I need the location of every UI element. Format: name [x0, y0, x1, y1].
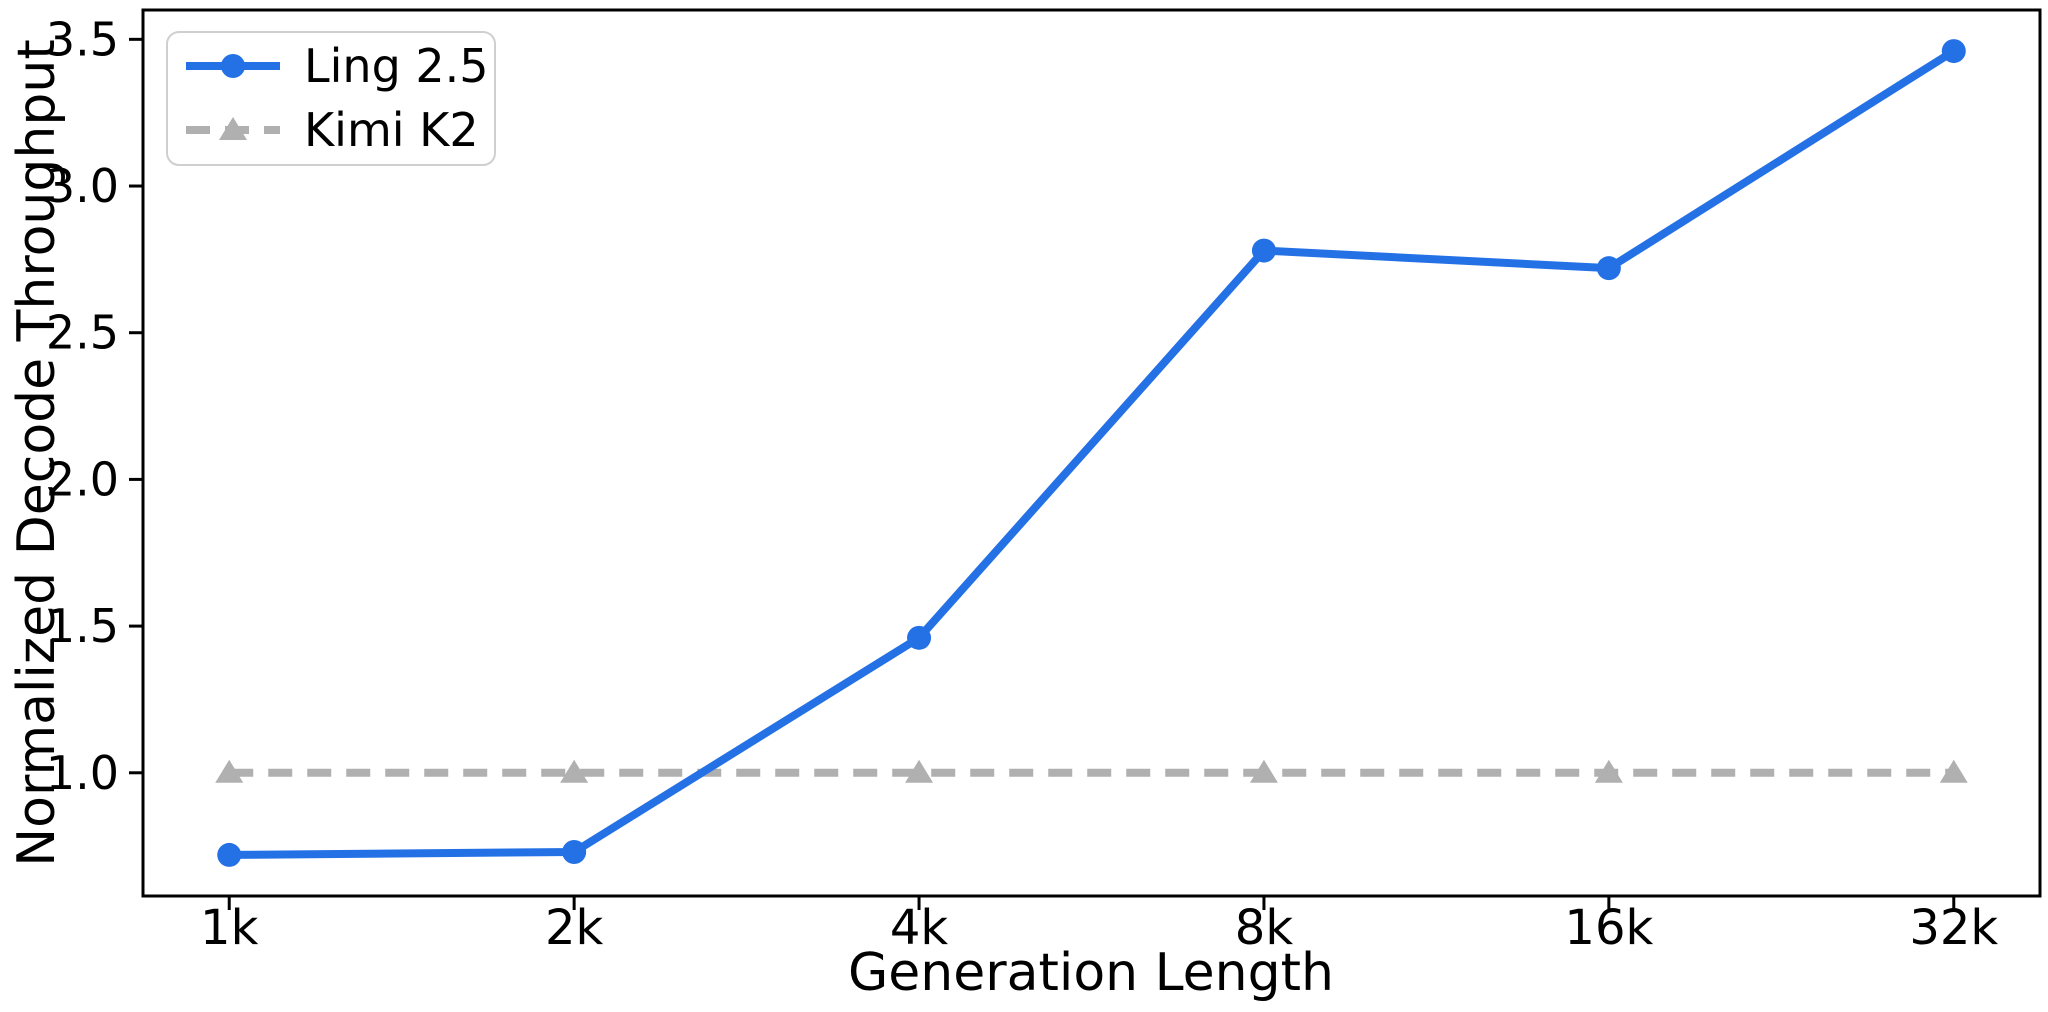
y-tick-label: 2.0 — [46, 452, 119, 506]
legend-label: Ling 2.5 — [304, 39, 489, 93]
y-tick-label: 3.5 — [46, 12, 119, 66]
data-point-triangle — [1594, 759, 1623, 783]
data-point-circle — [1251, 238, 1276, 263]
y-tick-label: 2.5 — [46, 306, 119, 360]
data-point-circle — [1941, 39, 1966, 64]
data-point-circle — [562, 839, 587, 864]
data-point-triangle — [215, 759, 244, 783]
x-tick-label: 1k — [200, 900, 259, 956]
series-line-ling-2-5 — [225, 47, 1958, 859]
legend-marker-circle — [221, 54, 245, 78]
data-point-circle — [907, 625, 932, 650]
data-point-triangle — [1249, 759, 1278, 783]
data-point-circle — [217, 842, 242, 867]
legend-label: Kimi K2 — [304, 103, 479, 157]
y-tick-label: 1.0 — [46, 746, 119, 800]
legend-marker-triangle — [219, 117, 247, 140]
x-tick-label: 2k — [545, 900, 604, 956]
x-tick-label: 16k — [1564, 900, 1653, 956]
plot-frame — [141, 8, 2042, 898]
x-tick-label: 32k — [1909, 900, 1998, 956]
y-tick-label: 3.0 — [46, 159, 119, 213]
data-point-triangle — [1939, 759, 1968, 783]
data-point-triangle — [560, 759, 589, 783]
y-axis-label: Normalized Decode Throughput — [7, 39, 67, 866]
x-tick-label: 4k — [890, 900, 949, 956]
x-axis-label: Generation Length — [848, 943, 1334, 1003]
x-tick-label: 8k — [1235, 900, 1294, 956]
y-tick-label: 1.5 — [46, 599, 119, 653]
data-point-triangle — [905, 759, 934, 783]
data-point-circle — [1596, 256, 1621, 281]
